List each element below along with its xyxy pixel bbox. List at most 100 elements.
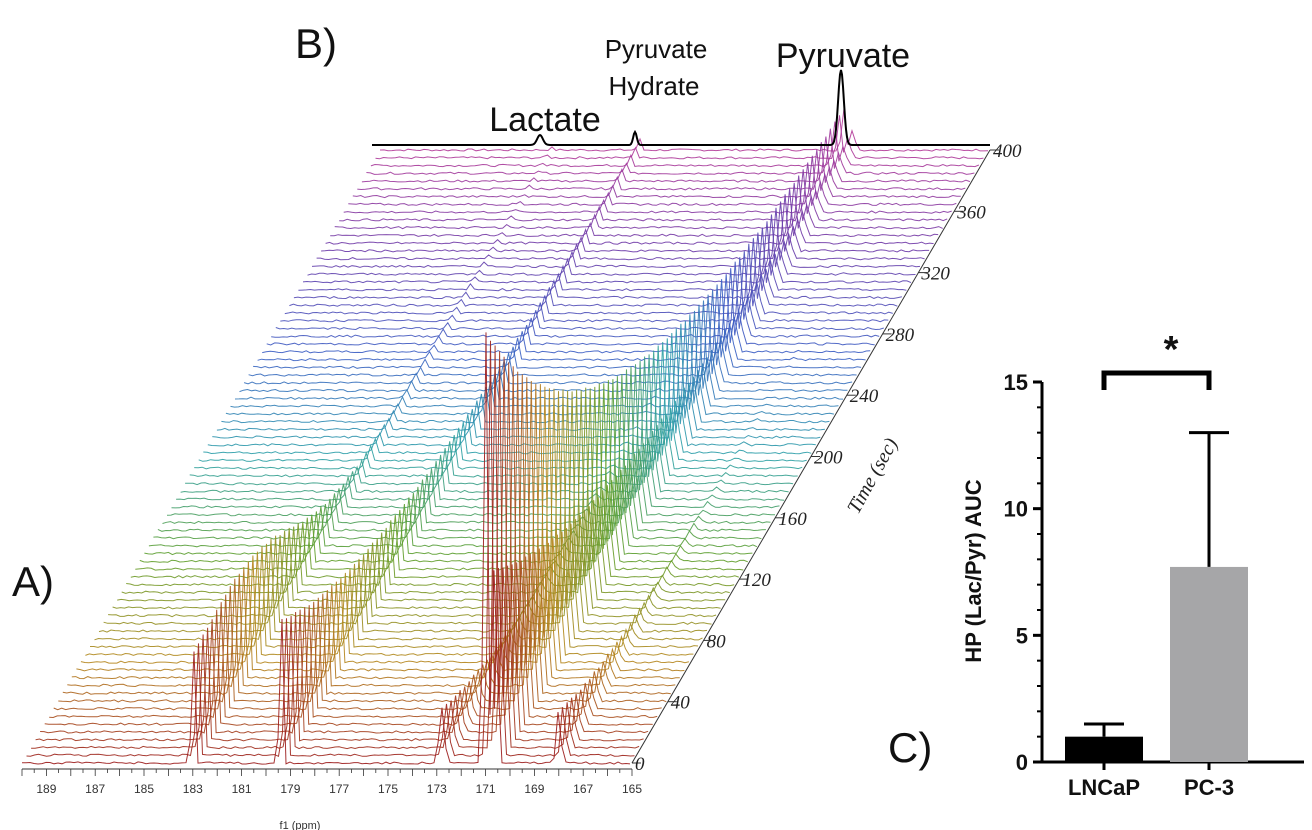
panel-label-a: A) [12, 558, 54, 605]
time-tick-label: 320 [920, 264, 950, 285]
time-tick-label: 40 [671, 693, 691, 714]
time-tick-label: 280 [886, 325, 915, 346]
panel-label-c: C) [888, 724, 932, 771]
spectra-traces [21, 108, 989, 765]
time-tick-label: 160 [778, 509, 807, 530]
spectrum-trace [117, 390, 726, 602]
spectrum-trace [302, 221, 912, 284]
bar-pc-3 [1170, 566, 1248, 762]
peak-label-lactate: Lactate [489, 101, 601, 139]
spectrum-trace [253, 284, 862, 369]
ppm-tick-label: 179 [280, 782, 300, 796]
bar-chart-ytick-label: 5 [1016, 623, 1028, 648]
spectrum-trace [225, 314, 835, 416]
spectrum-trace [98, 389, 708, 633]
spectrum-trace [230, 310, 839, 408]
time-tick-label: 0 [635, 754, 645, 775]
ppm-tick-label: 165 [622, 782, 642, 796]
bar-category-label: PC-3 [1184, 775, 1234, 800]
ppm-tick-label: 187 [85, 782, 105, 796]
significance-bracket [1101, 370, 1212, 390]
spectrum-trace [58, 374, 667, 703]
ppm-tick-label: 173 [427, 782, 447, 796]
spectrum-trace [248, 289, 857, 377]
spectrum-trace [67, 380, 676, 688]
spectrum-trace [321, 194, 930, 253]
spectrum-trace [352, 149, 961, 199]
spectrum-trace [166, 366, 776, 517]
spectrum-trace [148, 379, 758, 548]
spectrum-trace [157, 374, 766, 532]
spectrum-trace [266, 268, 875, 346]
spectrum-trace [343, 162, 952, 214]
spectrum-trace [76, 384, 685, 672]
spectrum-trace [243, 294, 853, 385]
spectrum-trace [162, 369, 771, 525]
spectrum-trace [379, 108, 989, 152]
spectrum-trace [71, 383, 680, 680]
spectrum-trace [135, 383, 744, 571]
spectrum-trace [112, 389, 721, 610]
spectrum-trace [35, 351, 644, 742]
spectrum-trace [44, 362, 653, 726]
ppm-tick-label: 183 [183, 782, 203, 796]
spectrum-trace [21, 332, 631, 765]
spectrum-trace [289, 238, 898, 307]
spectrum-trace [121, 387, 730, 594]
spectrum-trace [103, 390, 712, 625]
spectrum-trace [90, 388, 699, 649]
spectrum-trace [298, 227, 907, 292]
spectrum-trace [375, 115, 984, 160]
spectrum-trace [234, 304, 844, 400]
ppm-tick-label: 189 [36, 782, 56, 796]
time-tick-label: 80 [707, 631, 727, 652]
ppm-tick-label: 167 [573, 782, 593, 796]
spectrum-trace [144, 380, 753, 556]
spectrum-trace [221, 320, 830, 424]
spectrum-trace [307, 214, 916, 276]
time-tick-label: 120 [742, 570, 771, 591]
spectrum-trace [275, 257, 884, 331]
time-tick-label: 400 [993, 141, 1022, 162]
top-spectrum-trace [372, 69, 990, 146]
bar-chart-ylabel: HP (Lac/Pyr) AUC [961, 479, 986, 662]
spectrum-trace [176, 360, 785, 501]
spectrum-trace [339, 169, 948, 222]
spectrum-trace [280, 251, 889, 323]
peak-label-pyruvate: Pyruvate [776, 37, 910, 75]
ppm-tick-label: 169 [524, 782, 544, 796]
spectrum-trace [126, 388, 735, 587]
spectrum-trace [366, 128, 975, 175]
spectrum-trace [26, 340, 635, 758]
spectrum-trace [130, 386, 739, 579]
bar-category-label: LNCaP [1068, 775, 1140, 800]
ppm-tick-label: 181 [232, 782, 252, 796]
spectrum-trace [370, 121, 980, 168]
bar-chart-panel: HP (Lac/Pyr) AUC 0 5 10 15 LNCaP PC-3 * [961, 329, 1304, 800]
ppm-tick-label: 185 [134, 782, 154, 796]
spectrum-trace [334, 175, 943, 230]
time-tick-label: 240 [850, 386, 879, 407]
spectrum-trace [153, 376, 762, 540]
top-spectrum-panel: Lactate Pyruvate Hydrate Pyruvate [372, 34, 990, 146]
spectrum-trace [262, 274, 871, 354]
ppm-axis: 189 187 185 183 181 179 177 175 173 171 169 167 165 … [21, 768, 642, 830]
spectrum-trace [271, 261, 880, 338]
bar-lncap [1065, 736, 1143, 762]
spectrum-trace [139, 383, 748, 563]
spectrum-trace [293, 232, 902, 300]
time-tick-label: 360 [956, 202, 986, 223]
spectrum-trace [257, 279, 866, 362]
spectrum-trace [171, 364, 780, 509]
significance-star: * [1164, 329, 1179, 371]
spectrum-trace [284, 243, 893, 315]
spectrum-trace [108, 391, 717, 618]
ppm-tick-label: 171 [476, 782, 496, 796]
time-axis: 0 40 80 120 160 200 240 280 320 360 400 Time (sec) [631, 141, 1022, 775]
spectrum-trace [330, 182, 939, 238]
bar-chart-ytick-label: 10 [1004, 497, 1028, 522]
ppm-tick-label: 175 [378, 782, 398, 796]
spectrum-trace [361, 136, 971, 183]
spectrum-trace [49, 366, 658, 719]
spectrum-trace [316, 201, 925, 261]
